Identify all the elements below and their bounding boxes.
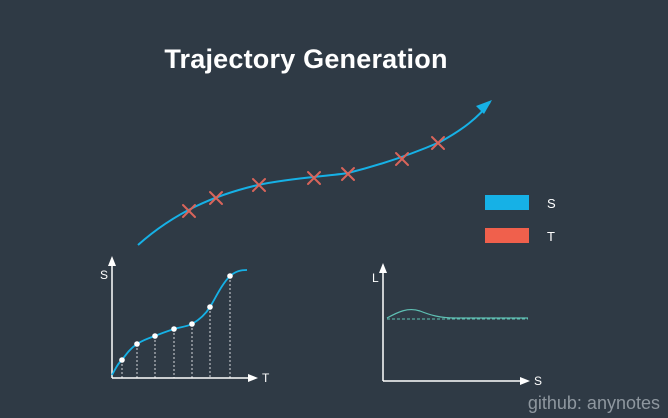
trajectory-arrowhead (476, 100, 492, 114)
l-s-x-axis-arrow (520, 377, 530, 385)
l-s-curve (386, 308, 528, 319)
s-t-x-axis-label: T (262, 371, 270, 385)
s-t-x-axis-arrow (248, 374, 258, 382)
page-title: Trajectory Generation (164, 44, 448, 74)
waypoint-marker-3 (252, 178, 266, 192)
waypoint-markers (182, 136, 445, 218)
legend-swatch-s (485, 195, 529, 210)
waypoint-marker-5 (341, 167, 355, 181)
l-s-y-axis-label: L (372, 271, 379, 285)
legend-label-t: T (547, 229, 555, 244)
trajectory-curve (137, 101, 491, 246)
l-s-x-axis-label: S (534, 374, 543, 388)
s-t-sample-points (119, 273, 233, 363)
waypoint-marker-7 (431, 136, 445, 150)
s-t-drop-lines (121, 276, 231, 378)
waypoint-marker-2 (209, 191, 223, 205)
watermark: github: anynotes (527, 393, 660, 413)
l-s-y-axis-arrow (379, 263, 387, 273)
waypoint-marker-6 (395, 152, 409, 166)
s-t-curve (111, 269, 248, 376)
s-t-plot (108, 256, 258, 382)
s-t-y-axis-label: S (100, 268, 109, 282)
waypoint-marker-4 (307, 171, 321, 185)
legend-swatch-t (485, 228, 529, 243)
legend-label-s: S (547, 196, 556, 211)
l-s-plot (379, 263, 530, 385)
s-t-y-axis-arrow (108, 256, 116, 266)
waypoint-marker-1 (182, 204, 196, 218)
